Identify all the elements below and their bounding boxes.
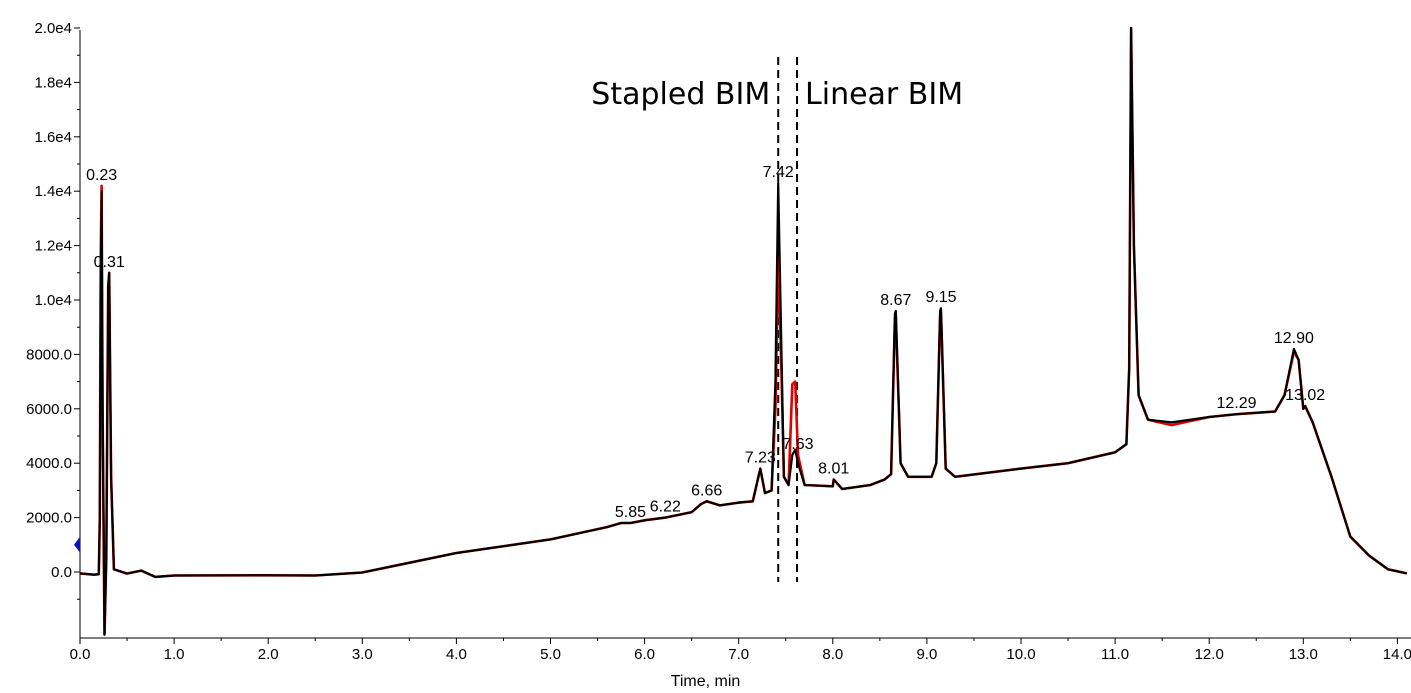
y-tick-label: 0.0 (51, 564, 72, 581)
peak-label: 9.15 (925, 289, 956, 306)
x-tick-label: 6.0 (634, 646, 655, 663)
x-tick-label: 0.0 (70, 646, 91, 663)
y-tick-label: 8000.0 (26, 346, 72, 363)
peak-label: 13.02 (1285, 387, 1325, 404)
x-tick-label: 10.0 (1006, 646, 1035, 663)
y-axis-ticks: 0.0 2000.0 4000.0 6000.0 8000.0 1.0e4 1.2e4 1.4… (26, 20, 80, 600)
x-tick-label: 3.0 (352, 646, 373, 663)
peak-label: 12.29 (1216, 395, 1256, 412)
x-tick-label: 1.0 (164, 646, 185, 663)
x-axis-ticks: 0.0 1.0 2.0 3.0 4.0 5.0 6.0 7.0 8.0 9.0 10.0 11.0 12… (70, 638, 1411, 663)
x-tick-label: 14.0 (1383, 646, 1411, 663)
peak-label: 6.22 (650, 499, 681, 516)
x-tick-label: 4.0 (446, 646, 467, 663)
x-tick-label: 7.0 (728, 646, 749, 663)
x-tick-label: 9.0 (916, 646, 937, 663)
region-annotations: Stapled BIM Linear BIM (591, 77, 963, 112)
peak-label: 7.42 (763, 164, 794, 181)
region-label: Stapled BIM (591, 77, 770, 112)
region-label: Linear BIM (805, 77, 963, 112)
peak-labels: 0.23 0.31 5.85 6.22 6.66 7.23 7.42 7.63 8.01 8.67… (86, 164, 1325, 521)
y-tick-label: 1.0e4 (34, 292, 72, 309)
peak-label: 7.63 (782, 436, 813, 453)
x-tick-label: 12.0 (1195, 646, 1224, 663)
y-tick-label: 4000.0 (26, 455, 72, 472)
peak-label: 8.67 (880, 292, 911, 309)
y-tick-label: 2000.0 (26, 510, 72, 527)
peak-label: 7.23 (745, 450, 776, 467)
peak-label: 5.85 (615, 504, 646, 521)
x-tick-label: 8.0 (822, 646, 843, 663)
x-tick-label: 13.0 (1289, 646, 1318, 663)
peak-label: 12.90 (1274, 330, 1314, 347)
y-tick-label: 1.8e4 (34, 74, 72, 91)
y-tick-label: 1.4e4 (34, 183, 72, 200)
peak-label: 0.31 (94, 254, 125, 271)
y-axis-marker-icon (74, 536, 80, 553)
series-line-0 (79, 26, 1408, 636)
y-tick-label: 2.0e4 (34, 20, 72, 37)
x-tick-label: 2.0 (258, 646, 279, 663)
y-tick-label: 6000.0 (26, 401, 72, 418)
x-tick-label: 11.0 (1101, 646, 1129, 663)
peak-label: 0.23 (86, 167, 117, 184)
series-line-1 (79, 26, 1408, 636)
x-tick-label: 5.0 (540, 646, 561, 663)
y-tick-label: 1.6e4 (34, 129, 72, 146)
y-tick-label: 1.2e4 (34, 238, 72, 255)
axes (79, 30, 1411, 639)
peak-label: 6.66 (691, 482, 722, 499)
peak-label: 8.01 (818, 461, 849, 478)
x-axis-title: Time, min (671, 673, 741, 690)
series-group (79, 26, 1408, 636)
